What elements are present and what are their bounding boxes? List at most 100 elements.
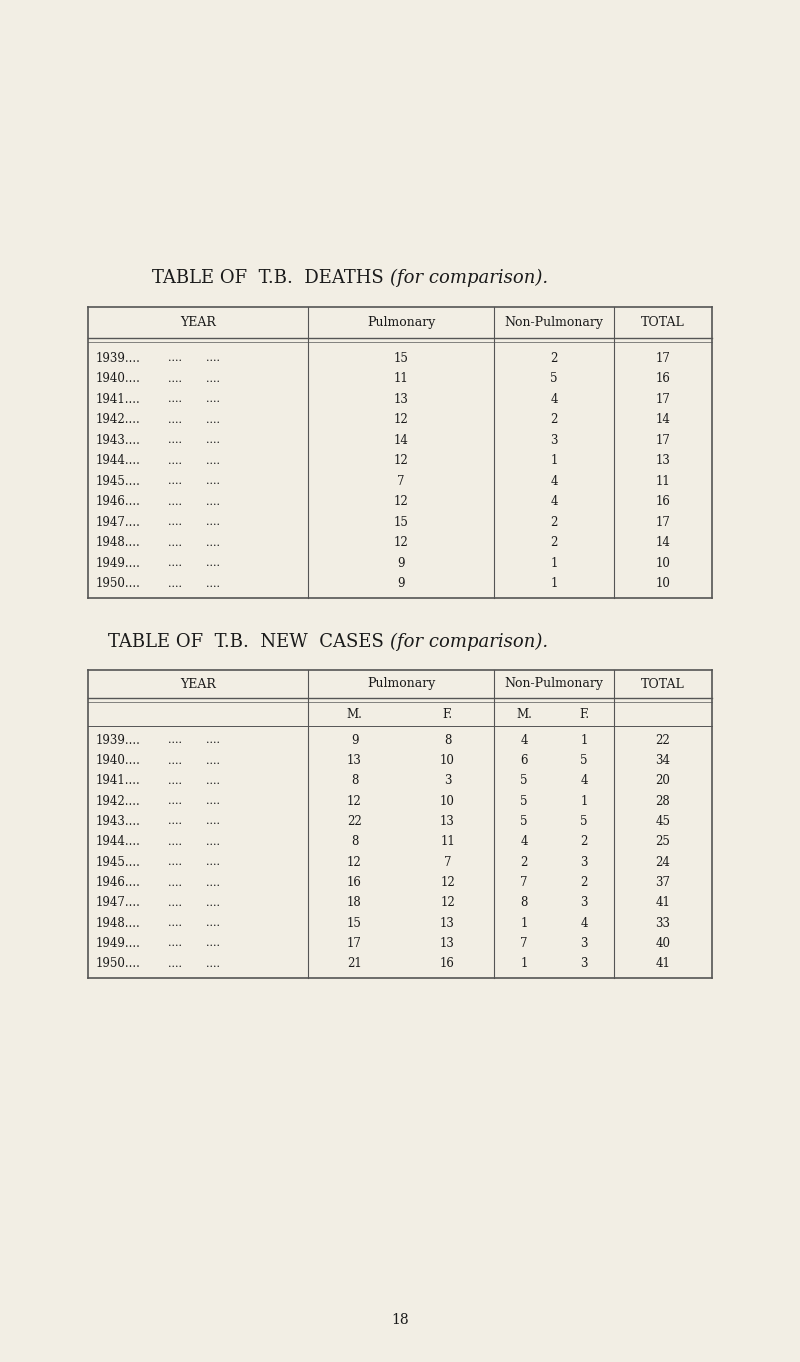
Text: 11: 11 [656,475,670,488]
Text: 13: 13 [440,814,455,828]
Text: ....: .... [206,477,220,486]
Text: ....: .... [206,836,220,847]
Text: 1946....: 1946.... [96,496,141,508]
Text: 22: 22 [347,814,362,828]
Text: ....: .... [168,497,182,507]
Text: 10: 10 [440,794,455,808]
Text: 15: 15 [394,351,409,365]
Text: 5: 5 [520,775,528,787]
Text: ....: .... [206,776,220,786]
Text: ....: .... [206,497,220,507]
Text: 7: 7 [398,475,405,488]
Text: 12: 12 [440,876,455,889]
Text: 12: 12 [347,855,362,869]
Text: 4: 4 [520,734,528,746]
Text: 5: 5 [550,372,558,385]
Text: 12: 12 [394,537,408,549]
Text: ....: .... [168,518,182,527]
Text: 1941....: 1941.... [96,392,141,406]
Text: 2: 2 [580,876,588,889]
Text: ....: .... [168,877,182,888]
Text: ....: .... [206,938,220,948]
Text: ....: .... [168,898,182,908]
Text: 25: 25 [655,835,670,849]
Text: 1950....: 1950.... [96,957,141,970]
Text: 1: 1 [520,957,528,970]
Text: ....: .... [168,415,182,425]
Text: 16: 16 [440,957,455,970]
Text: M.: M. [516,707,532,720]
Text: 5: 5 [580,814,588,828]
Text: 1948....: 1948.... [96,537,141,549]
Text: 13: 13 [394,392,409,406]
Text: 4: 4 [550,475,558,488]
Text: 8: 8 [520,896,528,910]
Text: 28: 28 [656,794,670,808]
Text: TOTAL: TOTAL [641,316,685,330]
Text: 1: 1 [580,794,588,808]
Text: 9: 9 [350,734,358,746]
Text: 1945....: 1945.... [96,855,141,869]
Text: YEAR: YEAR [180,677,216,691]
Text: TABLE OF  T.B.  NEW  CASES: TABLE OF T.B. NEW CASES [108,633,390,651]
Text: 7: 7 [520,937,528,951]
Text: 33: 33 [655,917,670,930]
Text: 2: 2 [550,413,558,426]
Text: 21: 21 [347,957,362,970]
Text: 1944....: 1944.... [96,835,141,849]
Text: 17: 17 [347,937,362,951]
Text: ....: .... [168,797,182,806]
Text: TABLE OF  T.B.  DEATHS: TABLE OF T.B. DEATHS [153,270,390,287]
Text: 13: 13 [655,455,670,467]
Text: 18: 18 [347,896,362,910]
Text: 1940....: 1940.... [96,372,141,385]
Text: 1: 1 [550,455,558,467]
Text: F.: F. [442,707,453,720]
Text: 8: 8 [444,734,451,746]
Text: ....: .... [168,857,182,868]
Text: 17: 17 [655,351,670,365]
Text: 14: 14 [394,433,409,447]
Text: 3: 3 [580,896,588,910]
Text: ....: .... [206,579,220,588]
Text: 4: 4 [550,496,558,508]
Text: ....: .... [168,456,182,466]
Text: Pulmonary: Pulmonary [367,316,435,330]
Text: 12: 12 [394,413,408,426]
Text: ....: .... [206,735,220,745]
Text: 13: 13 [440,937,455,951]
Text: ....: .... [206,436,220,445]
Text: ....: .... [206,456,220,466]
Text: 16: 16 [655,372,670,385]
Text: ....: .... [168,918,182,928]
Text: 2: 2 [550,516,558,528]
Text: ....: .... [206,415,220,425]
Text: 24: 24 [655,855,670,869]
Text: 3: 3 [550,433,558,447]
Text: 1: 1 [550,577,558,590]
Text: 11: 11 [440,835,455,849]
Text: ....: .... [206,538,220,548]
Text: 40: 40 [655,937,670,951]
Text: ....: .... [168,477,182,486]
Text: 1947....: 1947.... [96,896,141,910]
Text: ....: .... [168,756,182,765]
Text: 15: 15 [394,516,409,528]
Text: 15: 15 [347,917,362,930]
Text: 4: 4 [520,835,528,849]
Text: 1: 1 [550,557,558,569]
Text: ....: .... [168,836,182,847]
Text: 13: 13 [440,917,455,930]
Text: 10: 10 [440,755,455,767]
Text: (for comparison).: (for comparison). [390,633,548,651]
Text: ....: .... [206,898,220,908]
Text: 8: 8 [351,775,358,787]
Text: 14: 14 [655,537,670,549]
Text: 1940....: 1940.... [96,755,141,767]
Text: 1939....: 1939.... [96,734,141,746]
Text: 13: 13 [347,755,362,767]
Text: ....: .... [206,756,220,765]
Text: 16: 16 [347,876,362,889]
Text: ....: .... [168,538,182,548]
Text: ....: .... [206,877,220,888]
